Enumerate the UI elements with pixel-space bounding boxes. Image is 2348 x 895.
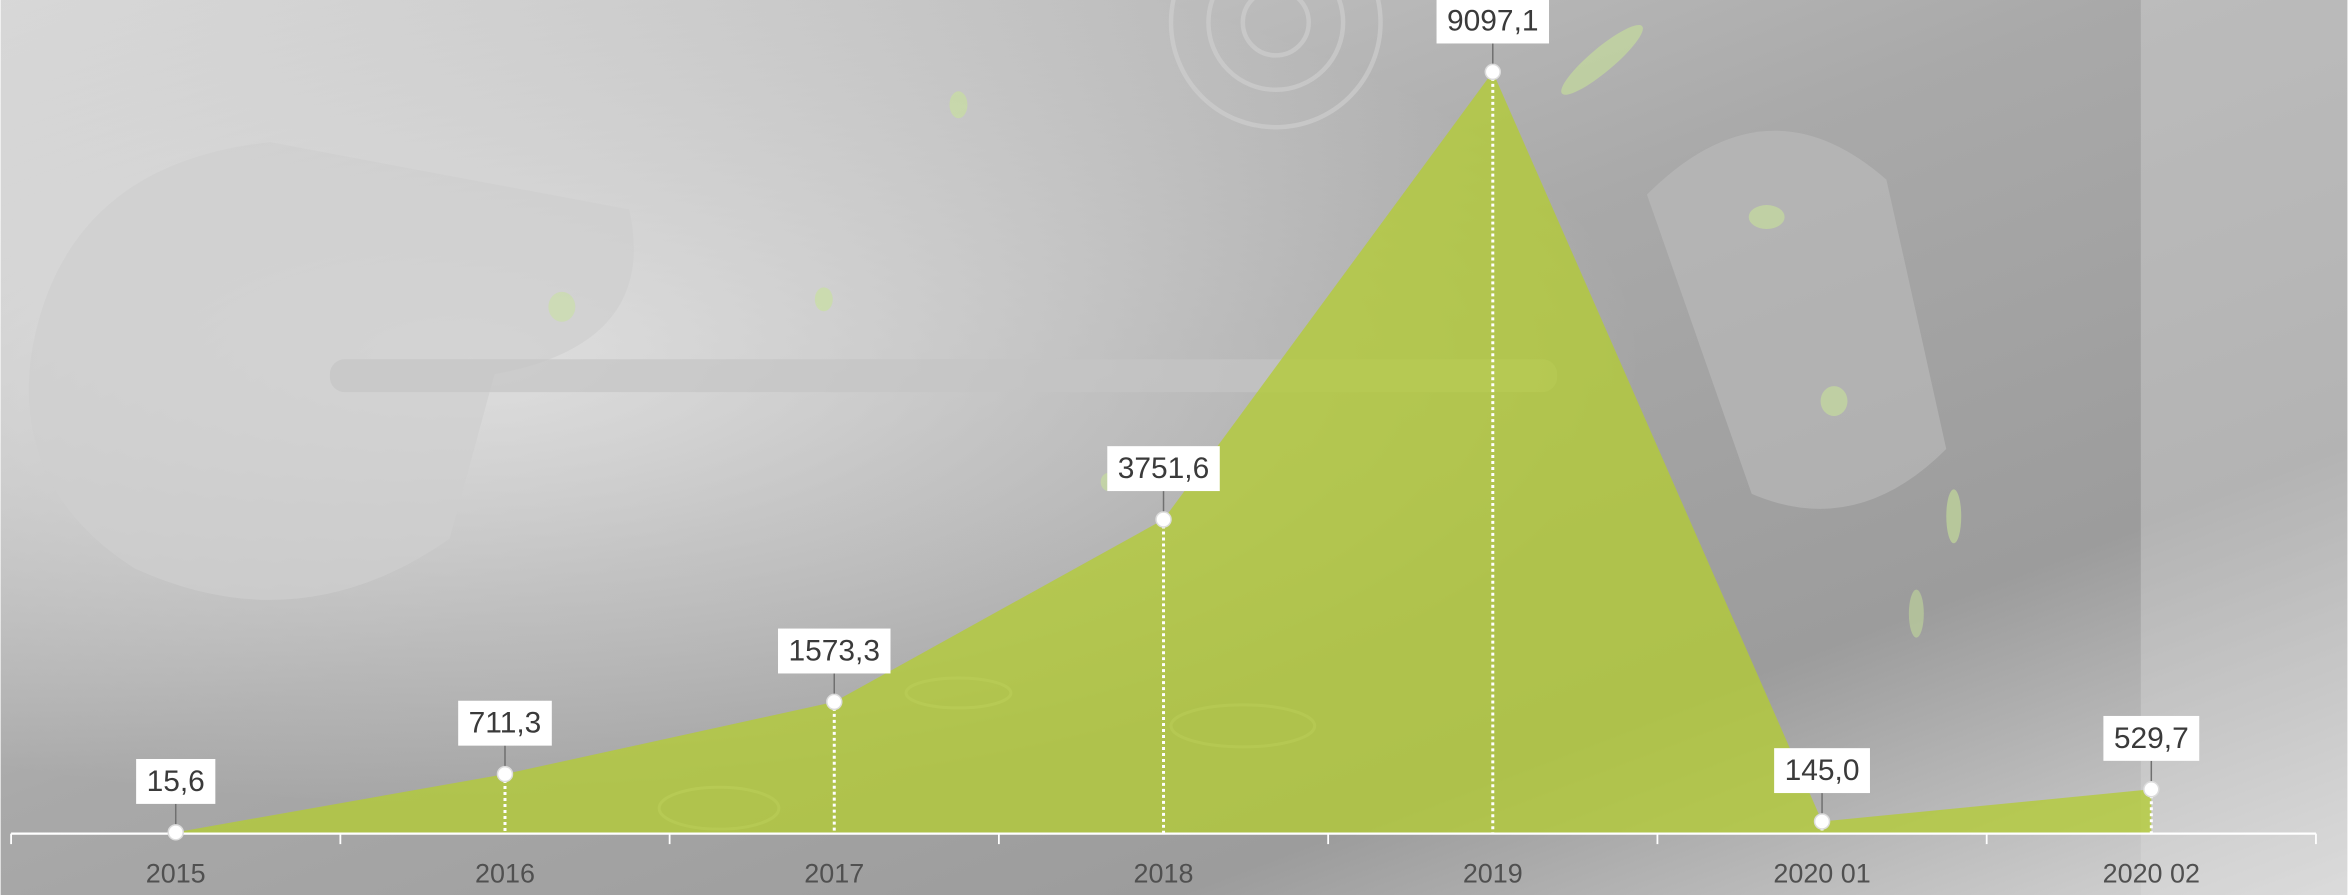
data-label-text: 9097,1 xyxy=(1447,4,1539,37)
data-point xyxy=(1484,63,1502,81)
data-label-text: 3751,6 xyxy=(1118,452,1210,485)
x-tick-label: 2020 01 xyxy=(1773,859,1870,889)
data-point xyxy=(826,693,843,711)
data-label-box xyxy=(458,700,552,746)
x-tick-label: 2018 xyxy=(1134,859,1194,889)
data-label: 15,6 xyxy=(136,758,216,804)
data-label-text: 1573,3 xyxy=(788,634,880,667)
x-tick-label: 2017 xyxy=(804,859,864,889)
data-point xyxy=(1813,813,1831,830)
data-label: 9097,1 xyxy=(1436,0,1550,44)
x-tick-label: 2015 xyxy=(146,859,206,889)
data-point xyxy=(1155,511,1172,528)
data-label-box xyxy=(778,628,891,674)
data-label: 1573,3 xyxy=(778,628,891,674)
data-label: 145,0 xyxy=(1774,748,1870,794)
plot-area: 2015 15,6 2016 711,3 2017 1573,3 2018 3751,6 201… xyxy=(10,0,2317,889)
data-point xyxy=(2143,781,2160,798)
data-label-box xyxy=(1774,748,1870,794)
area xyxy=(175,71,2152,834)
x-tick-label: 2020 02 xyxy=(2103,859,2200,889)
data-label-text: 145,0 xyxy=(1785,754,1860,787)
data-label-box xyxy=(136,758,216,804)
data-label-text: 529,7 xyxy=(2114,722,2189,755)
data-label-box xyxy=(1436,0,1550,44)
data-point xyxy=(496,765,514,783)
data-label-box xyxy=(1107,446,1220,492)
data-label: 529,7 xyxy=(2103,715,2200,761)
data-label-text: 15,6 xyxy=(147,765,205,798)
data-label: 711,3 xyxy=(458,700,552,746)
data-label: 3751,6 xyxy=(1107,446,1220,492)
x-tick-label: 2016 xyxy=(475,859,535,889)
data-label-box xyxy=(2103,715,2200,761)
data-point xyxy=(167,824,184,841)
data-label-text: 711,3 xyxy=(469,707,542,740)
x-tick-label: 2019 xyxy=(1463,859,1523,889)
